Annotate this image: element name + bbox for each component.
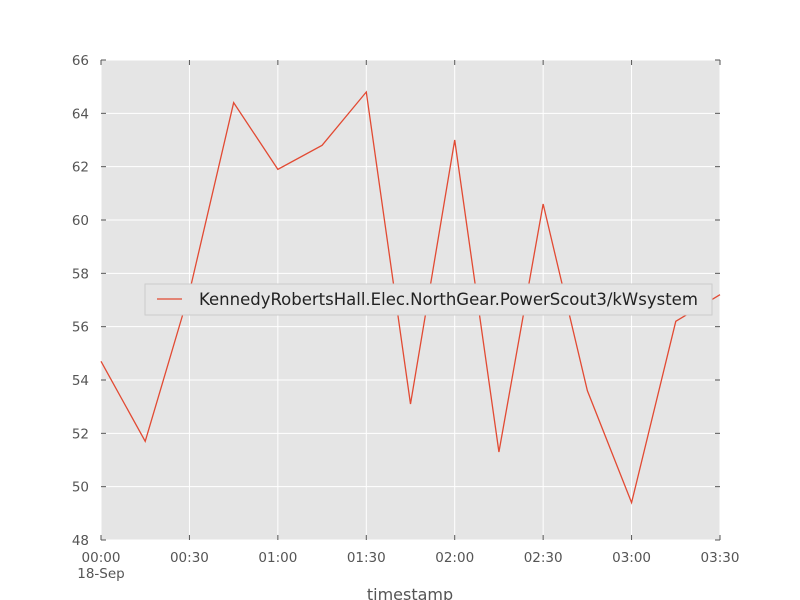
x-tick-label: 02:00 [435,550,474,566]
y-tick-label: 54 [72,373,89,389]
y-tick-label: 52 [72,426,89,442]
legend-box [144,283,713,316]
y-tick-label: 64 [72,106,89,122]
ticks [100,59,721,541]
y-tick-label: 62 [72,160,89,176]
x-tick-label: 01:00 [258,550,297,566]
tick-labels: 48 50 52 54 56 58 60 62 64 66 00:00 00:30 01:00 01:30… [72,53,740,566]
y-tick-label: 56 [72,320,89,336]
y-tick-label: 50 [72,480,89,496]
series-group [100,90,721,505]
y-tick-label: 66 [72,53,89,69]
y-tick-label: 58 [72,266,89,282]
y-tick-label: 48 [72,533,89,549]
x-tick-label: 03:30 [701,550,740,566]
x-axis-title: timestamp [367,585,453,600]
y-tick-label: 60 [72,213,89,229]
x-date-label: 18-Sep [77,566,125,582]
x-tick-label: 00:00 [82,550,121,566]
series-line [100,90,721,505]
x-tick-label: 01:30 [347,550,386,566]
x-tick-label: 02:30 [524,550,563,566]
x-tick-label: 00:30 [170,550,209,566]
legend-label: KennedyRobertsHall.Elec.NorthGear.PowerS… [199,290,698,309]
legend: KennedyRobertsHall.Elec.NorthGear.PowerS… [144,283,713,316]
x-tick-label: 03:00 [612,550,651,566]
